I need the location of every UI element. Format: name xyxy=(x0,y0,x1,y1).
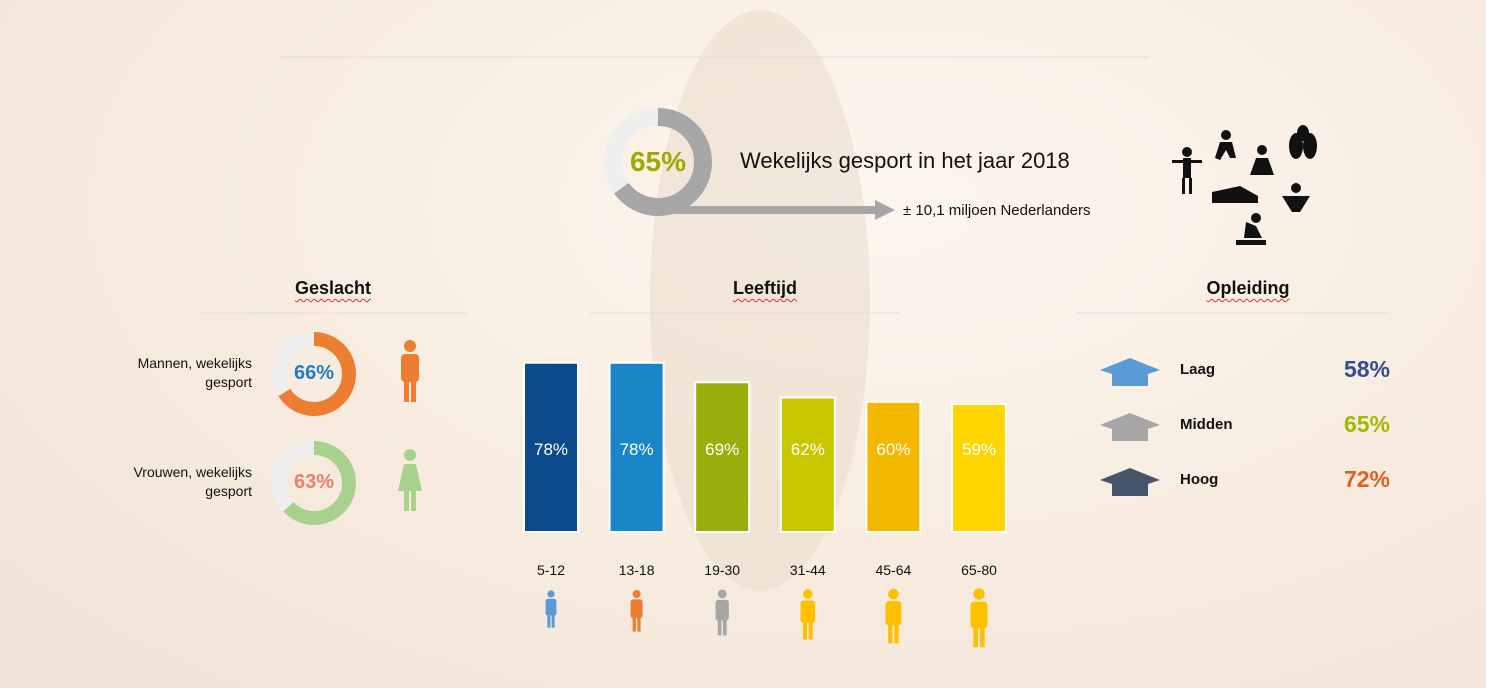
person-leg xyxy=(888,623,893,644)
x-tick-label: 13-18 xyxy=(618,562,655,578)
person-leg xyxy=(404,380,409,402)
person-body xyxy=(398,464,422,491)
person-head xyxy=(888,588,899,600)
bar-label: 60% xyxy=(876,440,911,459)
person-leg xyxy=(411,380,416,402)
person-leg xyxy=(973,626,979,648)
bar xyxy=(608,361,665,533)
sport-icons xyxy=(1172,125,1317,245)
headline: Wekelijks gesport in het jaar 2018 xyxy=(740,148,1070,173)
category-label: Laag xyxy=(1180,361,1216,378)
category-label: Vrouwen, wekelijks gesport xyxy=(133,464,252,499)
person-icon xyxy=(545,590,557,628)
person-body xyxy=(630,599,643,619)
bar-label: 59% xyxy=(961,440,997,459)
person-leg xyxy=(717,619,722,636)
person-leg xyxy=(551,614,555,628)
person-icon xyxy=(630,589,643,632)
person-leg xyxy=(411,489,416,511)
person-leg xyxy=(722,619,727,636)
person-body xyxy=(885,601,902,626)
person-leg xyxy=(979,626,985,648)
person-head xyxy=(404,340,416,352)
person-leg xyxy=(637,616,641,632)
section-title: Leeftijd xyxy=(732,278,798,298)
value-label: 65% xyxy=(1343,411,1390,437)
person-leg xyxy=(547,614,551,628)
bar xyxy=(523,361,579,533)
person-head xyxy=(717,589,727,599)
person-head xyxy=(632,589,641,599)
category-label: Hoog xyxy=(1180,471,1219,488)
person-leg xyxy=(404,489,409,511)
annotation: ± 10,1 miljoen Nederlanders xyxy=(903,202,1091,219)
person-icon xyxy=(398,449,422,511)
x-tick-label: 5-12 xyxy=(536,562,566,578)
person-icon xyxy=(401,340,419,402)
cap-icon xyxy=(1100,358,1160,386)
person-leg xyxy=(894,623,899,644)
bar xyxy=(694,381,751,533)
person-head xyxy=(404,449,416,461)
x-tick-label: 31-44 xyxy=(789,562,826,578)
person-head xyxy=(802,589,813,599)
donut-arc xyxy=(272,441,356,525)
bar-label: 62% xyxy=(790,440,825,459)
runner-silhouette xyxy=(650,10,870,590)
bar-label: 78% xyxy=(533,440,569,459)
value-label: 58% xyxy=(1343,356,1390,382)
donut-arc xyxy=(604,108,712,216)
bar xyxy=(951,402,1007,533)
category-label: Mannen, wekelijks gesport xyxy=(137,355,252,390)
bar-label: 69% xyxy=(705,440,740,459)
person-body xyxy=(545,598,557,616)
value-label: 72% xyxy=(1343,466,1390,492)
bar xyxy=(779,396,836,533)
person-body xyxy=(401,354,419,382)
person-leg xyxy=(632,616,636,632)
cap-icon xyxy=(1100,468,1160,496)
x-tick-label: 19-30 xyxy=(704,562,741,578)
person-icon xyxy=(970,588,988,648)
cap-icon xyxy=(1100,413,1160,441)
category-label: Midden xyxy=(1180,416,1233,433)
bar-label: 78% xyxy=(619,440,654,459)
person-head xyxy=(547,590,555,598)
section-title: Opleiding xyxy=(1206,278,1290,298)
donut-label: 65% xyxy=(629,146,687,177)
donut-label: 63% xyxy=(293,471,335,493)
person-leg xyxy=(802,621,807,640)
person-icon xyxy=(715,589,729,636)
x-tick-label: 45-64 xyxy=(875,562,912,578)
donut-arc xyxy=(272,332,356,416)
person-icon xyxy=(800,589,816,640)
person-head xyxy=(973,588,985,600)
bar xyxy=(865,400,922,533)
person-body xyxy=(715,599,729,621)
person-body xyxy=(970,601,988,629)
x-tick-label: 65-80 xyxy=(961,562,997,578)
donut-label: 66% xyxy=(293,362,335,384)
arrow-head xyxy=(875,200,895,220)
person-body xyxy=(800,600,816,624)
person-icon xyxy=(885,588,902,644)
person-leg xyxy=(808,621,813,640)
section-title: Geslacht xyxy=(294,278,372,298)
